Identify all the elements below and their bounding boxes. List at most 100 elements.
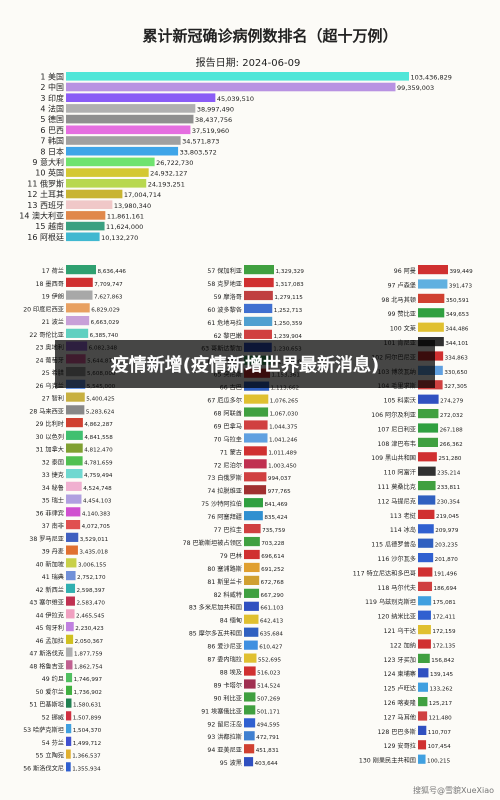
value-label: 451,831: [256, 748, 280, 754]
bar: [66, 157, 155, 167]
value-label: 391,473: [449, 283, 473, 289]
bar: [244, 290, 273, 301]
bar: [244, 394, 269, 404]
country-label: 113 老挝: [390, 512, 417, 520]
bar: [244, 433, 268, 443]
country-label: 29 比利时: [36, 420, 64, 428]
bar: [66, 685, 73, 695]
country-label: 87 委内瑞拉: [207, 656, 242, 664]
country-label: 91 埃塞俄比亚: [201, 707, 242, 715]
country-label: 96 阿曼: [394, 267, 416, 275]
country-label: 61 危地马拉: [207, 319, 242, 327]
value-label: 3,435,018: [79, 550, 108, 556]
value-label: 24,193,251: [148, 180, 185, 188]
country-label: 76 阿塞拜疆: [207, 513, 242, 521]
bar: [66, 469, 83, 479]
value-label: 1,736,902: [74, 690, 102, 696]
bar: [418, 682, 429, 692]
bar: [66, 622, 74, 632]
value-label: 501,171: [257, 709, 281, 715]
country-label: 115 瓜德罗普岛: [371, 541, 416, 549]
country-label: 110 阿富汗: [384, 469, 416, 477]
value-label: 1,877,759: [74, 652, 103, 658]
country-label: 24 葡萄牙: [36, 356, 64, 364]
country-label: 17 荷兰: [42, 267, 64, 275]
value-label: 4,812,470: [84, 448, 113, 454]
country-label: 40 新加坡: [36, 560, 64, 568]
country-label: 120 纳米比亚: [377, 613, 416, 621]
bar: [66, 596, 75, 606]
country-label: 13 西班牙: [27, 200, 64, 210]
bar: [66, 93, 216, 102]
value-label: 34,571,873: [182, 138, 219, 146]
country-label: 55 立陶宛: [36, 752, 64, 760]
country-label: 88 埃及: [220, 668, 242, 676]
country-label: 97 卢森堡: [388, 281, 416, 289]
value-label: 1,279,115: [274, 295, 303, 301]
country-label: 11 俄罗斯: [27, 178, 64, 188]
country-label: 34 秘鲁: [42, 484, 64, 492]
value-label: 696,614: [261, 554, 285, 560]
bar: [66, 724, 72, 734]
bar: [66, 405, 85, 415]
bar: [244, 485, 267, 495]
country-label: 105 科索沃: [384, 397, 416, 405]
value-label: 1,355,934: [72, 766, 101, 772]
country-label: 37 南非: [42, 522, 64, 530]
value-label: 399,449: [450, 269, 474, 275]
value-label: 107,454: [428, 744, 452, 750]
bar: [244, 472, 267, 482]
value-label: 121,480: [429, 715, 453, 721]
value-label: 38,997,490: [197, 106, 234, 114]
value-label: 691,252: [261, 567, 284, 573]
bar: [66, 316, 90, 326]
bar: [244, 498, 263, 508]
value-label: 219,045: [436, 514, 460, 520]
country-label: 8 日本: [40, 146, 64, 156]
country-label: 20 印度尼西亚: [23, 305, 64, 313]
value-label: 1,366,537: [72, 754, 101, 760]
bar: [66, 179, 147, 188]
bar: [418, 293, 445, 303]
value-label: 330,650: [444, 370, 468, 376]
value-label: 672,768: [261, 580, 285, 586]
country-label: 22 哥伦比亚: [29, 331, 64, 339]
value-label: 251,280: [438, 456, 462, 462]
value-label: 201,870: [435, 557, 459, 563]
value-label: 4,454,103: [83, 499, 112, 505]
country-label: 74 拉脱维亚: [207, 487, 242, 495]
country-label: 33 捷克: [42, 471, 64, 479]
value-label: 350,591: [446, 298, 470, 304]
bar: [418, 596, 432, 606]
value-label: 3,006,155: [78, 562, 107, 568]
value-label: 24,932,127: [150, 170, 187, 178]
country-label: 127 马耳他: [384, 713, 416, 721]
value-label: 1,250,359: [274, 321, 303, 327]
country-label: 46 孟加拉: [36, 637, 64, 645]
value-label: 6,385,740: [90, 333, 119, 339]
bar: [418, 725, 427, 735]
country-label: 19 伊朗: [42, 293, 64, 301]
bar: [418, 625, 431, 635]
country-label: 25 希腊: [42, 369, 64, 377]
country-label: 118 马尔代夫: [377, 584, 416, 592]
country-label: 57 保加利亚: [207, 267, 242, 275]
bar: [66, 698, 72, 708]
country-label: 106 阿尔及利亚: [371, 411, 416, 419]
bar: [244, 744, 255, 754]
bar: [244, 679, 256, 689]
bar: [244, 575, 260, 585]
value-label: 349,653: [446, 312, 470, 318]
country-label: 14 澳大利亚: [19, 211, 64, 221]
value-label: 266,362: [440, 442, 463, 448]
bar: [418, 538, 434, 548]
bar: [244, 666, 256, 676]
country-label: 114 冰岛: [390, 526, 416, 534]
value-label: 4,072,705: [82, 524, 111, 530]
bar: [66, 749, 71, 759]
bar: [66, 265, 96, 275]
bar: [418, 466, 436, 476]
country-label: 111 莫桑比克: [377, 483, 416, 491]
value-label: 103,436,829: [411, 73, 452, 81]
bar: [66, 634, 74, 644]
